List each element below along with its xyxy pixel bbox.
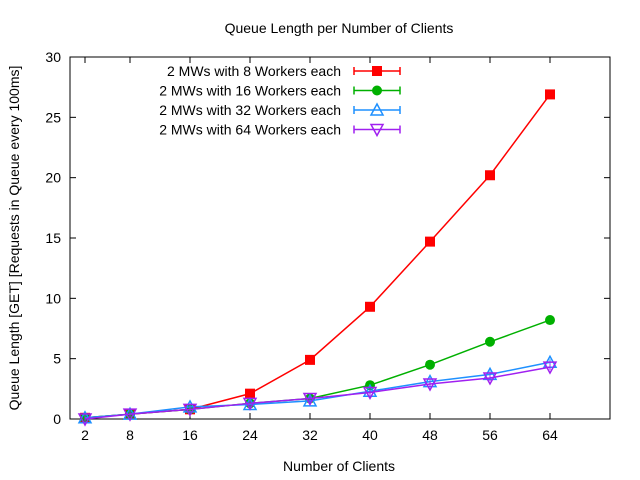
- series-4: [77, 361, 558, 427]
- data-point: [182, 403, 198, 417]
- data-point: [302, 392, 318, 407]
- x-tick-label: 24: [242, 427, 258, 443]
- data-point: [482, 372, 498, 386]
- y-axis: 0 5 10 15 20 25 30: [45, 49, 610, 427]
- data-point: [425, 236, 435, 247]
- series-2: [80, 315, 555, 423]
- y-tick-label: 20: [45, 170, 61, 186]
- chart-title: Queue Length per Number of Clients: [225, 20, 454, 36]
- data-point: [369, 102, 385, 116]
- y-tick-label: 10: [45, 290, 61, 306]
- x-axis-label: Number of Clients: [283, 458, 395, 474]
- data-point: [362, 386, 378, 401]
- x-axis: 2 8 16 24 32 40 48 56 64: [81, 57, 558, 443]
- series-line: [84, 93, 551, 419]
- legend: 2 MWs with 8 Workers each 2 MWs with 16 W…: [159, 63, 401, 138]
- data-point: [122, 408, 138, 422]
- data-point: [77, 413, 93, 427]
- legend-label: 2 MWs with 32 Workers each: [159, 102, 341, 118]
- y-tick-label: 0: [53, 411, 61, 427]
- legend-entry-4: 2 MWs with 64 Workers each: [159, 122, 401, 138]
- legend-label: 2 MWs with 16 Workers each: [159, 83, 341, 99]
- data-point: [542, 361, 558, 375]
- x-tick-label: 16: [182, 427, 198, 443]
- data-point: [305, 354, 315, 365]
- legend-entry-1: 2 MWs with 8 Workers each: [167, 63, 401, 79]
- data-point: [485, 336, 495, 347]
- legend-label: 2 MWs with 8 Workers each: [167, 63, 341, 79]
- series-line: [84, 319, 551, 419]
- x-tick-label: 8: [126, 427, 134, 443]
- x-tick-label: 2: [81, 427, 89, 443]
- data-point: [77, 410, 93, 424]
- x-tick-label: 40: [362, 427, 378, 443]
- data-point: [545, 89, 555, 100]
- legend-entry-3: 2 MWs with 32 Workers each: [159, 102, 401, 118]
- data-point: [545, 315, 555, 326]
- data-point: [372, 66, 382, 76]
- data-point: [365, 301, 375, 312]
- data-point: [369, 123, 385, 138]
- data-point: [372, 85, 382, 96]
- y-axis-label: Queue Length [GET] [Requests in Queue ev…: [6, 66, 22, 411]
- data-point: [485, 170, 495, 181]
- series-line: [84, 361, 551, 419]
- legend-entry-2: 2 MWs with 16 Workers each: [159, 83, 401, 99]
- data-point: [242, 397, 258, 411]
- series-layer: [77, 89, 558, 427]
- y-tick-label: 30: [45, 49, 61, 65]
- data-point: [425, 359, 435, 370]
- x-tick-label: 32: [302, 427, 318, 443]
- data-point: [362, 383, 378, 397]
- x-tick-label: 64: [542, 427, 558, 443]
- data-point: [245, 388, 255, 399]
- y-tick-label: 5: [53, 351, 61, 367]
- y-tick-label: 15: [45, 230, 61, 246]
- data-point: [422, 378, 438, 392]
- legend-label: 2 MWs with 64 Workers each: [159, 122, 341, 138]
- x-tick-label: 48: [422, 427, 438, 443]
- y-tick-label: 25: [45, 109, 61, 125]
- x-tick-label: 56: [482, 427, 498, 443]
